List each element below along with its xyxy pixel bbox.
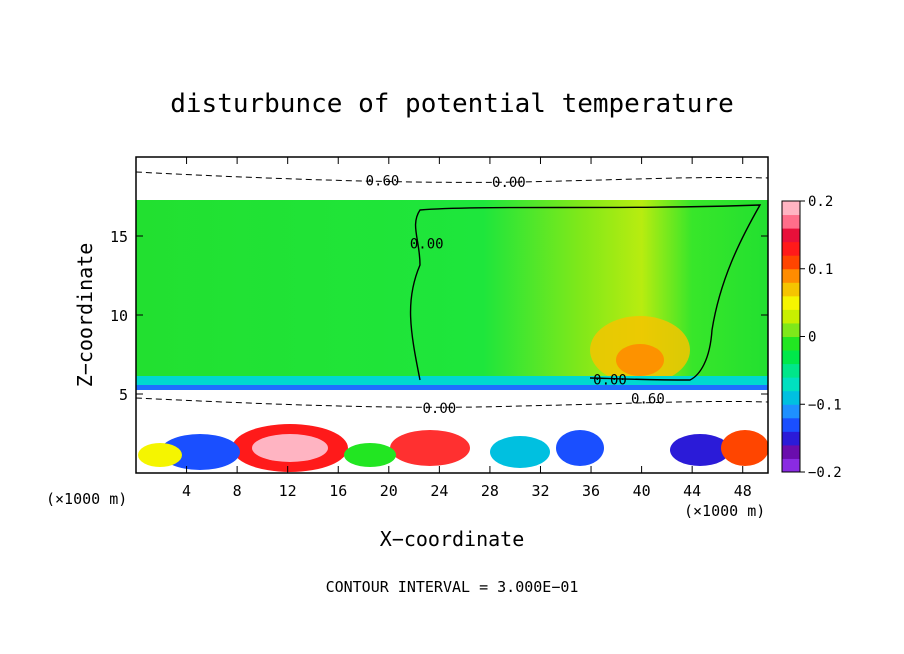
x-unit-label-right: (×1000 m) [684, 502, 765, 520]
contour-labels: 0.60 0.000.000.000.600.00 [366, 173, 665, 417]
colorbar-swatch [782, 431, 800, 446]
x-tick-label: 36 [582, 482, 600, 500]
lower-blob [160, 434, 240, 470]
x-axis: 4 8 12 16 20 24 28 32 36 40 44 48 [182, 157, 752, 500]
warm-anomaly-core [616, 344, 664, 376]
x-tick-label: 28 [481, 482, 499, 500]
x-tick-label: 8 [233, 482, 242, 500]
colorbar-swatch [782, 336, 800, 351]
contour-interval-footer: CONTOUR INTERVAL = 3.000E−01 [326, 578, 579, 596]
lower-blob [556, 430, 604, 466]
x-axis-label: X−coordinate [380, 527, 525, 551]
blue-layer [136, 385, 768, 390]
colorbar-tick-label: −0.1 [808, 397, 842, 413]
colorbar-swatch [782, 390, 800, 405]
colorbar-tick-label: 0 [808, 330, 816, 346]
colorbar: 0.2 0.1 0 −0.1 −0.2 [781, 194, 842, 481]
lower-blob [721, 430, 768, 466]
zero-contour [409, 204, 762, 381]
contour-label: 0.00 [593, 373, 627, 389]
x-tick-label: 40 [633, 482, 651, 500]
colorbar-swatch [782, 350, 800, 365]
colorbar-swatch [782, 458, 800, 473]
colorbar-swatch [782, 282, 800, 297]
x-tick-label: 12 [279, 482, 297, 500]
colorbar-tick-label: 0.1 [808, 262, 833, 278]
colorbar-tick-label: −0.2 [808, 465, 842, 481]
x-unit-label-left: (×1000 m) [46, 490, 127, 508]
colorbar-swatch [782, 241, 800, 256]
y-axis-label: Z−coordinate [73, 243, 97, 388]
y-tick-label: 5 [119, 386, 128, 404]
colorbar-swatch [782, 201, 800, 216]
stratosphere-band [136, 157, 768, 202]
x-tick-label: 32 [531, 482, 549, 500]
colorbar-swatch [782, 404, 800, 419]
x-tick-label: 4 [182, 482, 191, 500]
colorbar-swatch [782, 363, 800, 378]
contour-label: 0.00 [492, 175, 526, 191]
lower-blob [670, 434, 730, 466]
y-tick-label: 15 [110, 228, 128, 246]
contour-label: 0.60 [631, 391, 665, 407]
x-tick-label: 20 [380, 482, 398, 500]
colorbar-swatch [782, 255, 800, 270]
colorbar-swatch [782, 228, 800, 243]
chart-title: disturbunce of potential temperature [170, 89, 734, 119]
x-tick-label: 44 [683, 482, 701, 500]
colorbar-swatch [782, 377, 800, 392]
x-tick-label: 48 [734, 482, 752, 500]
colorbar-swatch [782, 295, 800, 310]
contour-dashed [136, 171, 768, 183]
colorbar-swatch [782, 322, 800, 337]
x-tick-label: 24 [430, 482, 448, 500]
lower-blob [252, 434, 328, 462]
lower-blob [490, 436, 550, 468]
colorbar-tick-label: 0.2 [808, 194, 833, 210]
lower-blob [344, 443, 396, 467]
colorbar-swatch [782, 417, 800, 432]
contour-label: 0.00 [423, 401, 457, 417]
colorbar-swatch [782, 214, 800, 229]
contour-label: 0.60 [366, 173, 400, 189]
contour-dashed [136, 397, 768, 408]
cyan-layer [136, 376, 768, 386]
lower-blob [390, 430, 470, 466]
colorbar-swatch [782, 268, 800, 283]
colorbar-swatch [782, 309, 800, 324]
x-tick-label: 16 [329, 482, 347, 500]
plot-area [136, 157, 768, 473]
y-axis: 5 10 15 [110, 228, 768, 404]
y-tick-label: 10 [110, 307, 128, 325]
contour-label: 0.00 [410, 237, 444, 253]
colorbar-swatch [782, 444, 800, 459]
lower-blob [138, 443, 182, 467]
